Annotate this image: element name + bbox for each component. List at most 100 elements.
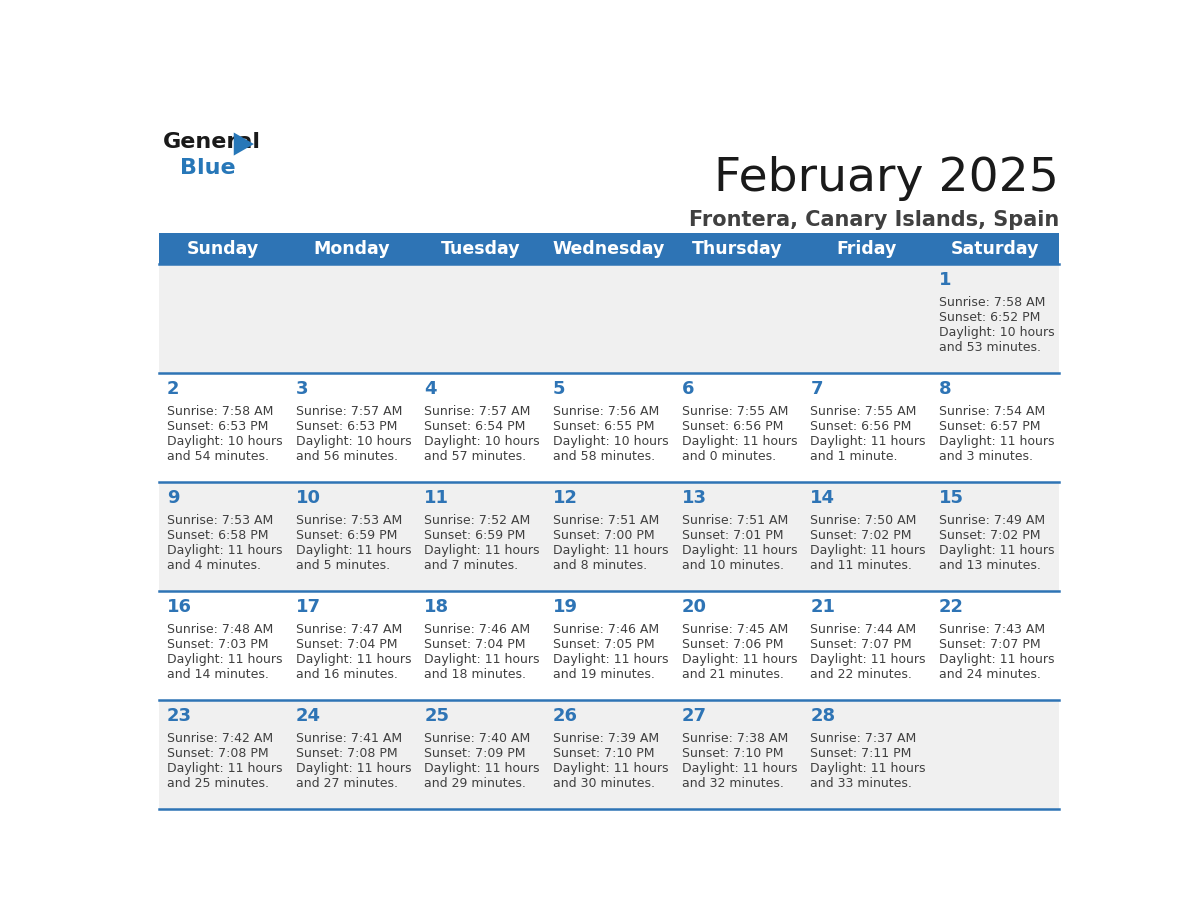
Text: Sunset: 7:00 PM: Sunset: 7:00 PM: [554, 529, 655, 542]
Text: 25: 25: [424, 707, 449, 725]
Text: Daylight: 11 hours: Daylight: 11 hours: [810, 435, 925, 448]
Text: Sunset: 7:08 PM: Sunset: 7:08 PM: [168, 747, 268, 760]
Text: 15: 15: [939, 489, 963, 507]
Text: Sunrise: 7:42 AM: Sunrise: 7:42 AM: [168, 732, 273, 744]
Text: and 24 minutes.: and 24 minutes.: [939, 668, 1041, 681]
Text: 17: 17: [296, 599, 321, 616]
Text: Daylight: 11 hours: Daylight: 11 hours: [939, 543, 1055, 557]
Text: Sunset: 7:02 PM: Sunset: 7:02 PM: [810, 529, 912, 542]
Text: Sunrise: 7:53 AM: Sunrise: 7:53 AM: [168, 514, 273, 527]
Bar: [158, 233, 1060, 264]
Text: Sunrise: 7:57 AM: Sunrise: 7:57 AM: [424, 405, 531, 418]
Text: and 19 minutes.: and 19 minutes.: [554, 668, 655, 681]
Text: Sunset: 7:10 PM: Sunset: 7:10 PM: [554, 747, 655, 760]
Text: Sunset: 6:59 PM: Sunset: 6:59 PM: [296, 529, 397, 542]
Text: 21: 21: [810, 599, 835, 616]
Text: Daylight: 11 hours: Daylight: 11 hours: [168, 653, 283, 666]
Text: Sunrise: 7:58 AM: Sunrise: 7:58 AM: [939, 296, 1045, 308]
Text: 9: 9: [168, 489, 179, 507]
Text: Sunrise: 7:37 AM: Sunrise: 7:37 AM: [810, 732, 917, 744]
Text: Daylight: 10 hours: Daylight: 10 hours: [554, 435, 669, 448]
Text: General: General: [163, 131, 260, 151]
Text: 11: 11: [424, 489, 449, 507]
Text: 28: 28: [810, 707, 835, 725]
Text: Daylight: 11 hours: Daylight: 11 hours: [939, 653, 1055, 666]
Text: 13: 13: [682, 489, 707, 507]
Text: Daylight: 10 hours: Daylight: 10 hours: [296, 435, 411, 448]
Text: 22: 22: [939, 599, 963, 616]
Text: Sunset: 6:53 PM: Sunset: 6:53 PM: [168, 420, 268, 432]
Text: and 10 minutes.: and 10 minutes.: [682, 559, 784, 572]
Text: Daylight: 11 hours: Daylight: 11 hours: [168, 543, 283, 557]
Text: Sunrise: 7:38 AM: Sunrise: 7:38 AM: [682, 732, 788, 744]
Text: Sunrise: 7:55 AM: Sunrise: 7:55 AM: [682, 405, 788, 418]
Text: Sunrise: 7:55 AM: Sunrise: 7:55 AM: [810, 405, 917, 418]
Text: February 2025: February 2025: [714, 156, 1060, 201]
Text: Sunrise: 7:50 AM: Sunrise: 7:50 AM: [810, 514, 917, 527]
Text: 7: 7: [810, 380, 823, 398]
Text: Sunrise: 7:45 AM: Sunrise: 7:45 AM: [682, 622, 788, 636]
Text: Friday: Friday: [836, 240, 896, 258]
Text: Sunrise: 7:39 AM: Sunrise: 7:39 AM: [554, 732, 659, 744]
Text: Monday: Monday: [314, 240, 390, 258]
Text: 27: 27: [682, 707, 707, 725]
Text: Sunrise: 7:48 AM: Sunrise: 7:48 AM: [168, 622, 273, 636]
Text: and 18 minutes.: and 18 minutes.: [424, 668, 526, 681]
Text: and 30 minutes.: and 30 minutes.: [554, 777, 655, 789]
Text: Sunset: 6:56 PM: Sunset: 6:56 PM: [682, 420, 783, 432]
Text: Daylight: 11 hours: Daylight: 11 hours: [810, 653, 925, 666]
Text: Daylight: 10 hours: Daylight: 10 hours: [939, 326, 1055, 339]
Text: Daylight: 11 hours: Daylight: 11 hours: [682, 435, 797, 448]
Text: Wednesday: Wednesday: [552, 240, 665, 258]
Text: Daylight: 11 hours: Daylight: 11 hours: [682, 762, 797, 775]
Text: 4: 4: [424, 380, 437, 398]
Text: 10: 10: [296, 489, 321, 507]
Text: 6: 6: [682, 380, 694, 398]
Text: 2: 2: [168, 380, 179, 398]
Bar: [158, 482, 1060, 591]
Text: and 27 minutes.: and 27 minutes.: [296, 777, 398, 789]
Text: Sunset: 7:07 PM: Sunset: 7:07 PM: [939, 638, 1041, 651]
Text: Daylight: 11 hours: Daylight: 11 hours: [424, 543, 539, 557]
Text: and 5 minutes.: and 5 minutes.: [296, 559, 390, 572]
Text: Daylight: 11 hours: Daylight: 11 hours: [296, 543, 411, 557]
Text: Daylight: 11 hours: Daylight: 11 hours: [296, 653, 411, 666]
Text: Sunrise: 7:46 AM: Sunrise: 7:46 AM: [424, 622, 531, 636]
Text: 23: 23: [168, 707, 192, 725]
Text: and 1 minute.: and 1 minute.: [810, 450, 898, 463]
Text: and 25 minutes.: and 25 minutes.: [168, 777, 270, 789]
Text: Sunrise: 7:41 AM: Sunrise: 7:41 AM: [296, 732, 402, 744]
Text: Daylight: 11 hours: Daylight: 11 hours: [682, 543, 797, 557]
Text: Sunset: 7:06 PM: Sunset: 7:06 PM: [682, 638, 783, 651]
Text: and 21 minutes.: and 21 minutes.: [682, 668, 784, 681]
Text: Sunset: 7:05 PM: Sunset: 7:05 PM: [554, 638, 655, 651]
Text: and 0 minutes.: and 0 minutes.: [682, 450, 776, 463]
Text: and 11 minutes.: and 11 minutes.: [810, 559, 912, 572]
Text: and 7 minutes.: and 7 minutes.: [424, 559, 518, 572]
Text: Sunset: 7:09 PM: Sunset: 7:09 PM: [424, 747, 526, 760]
Text: Daylight: 11 hours: Daylight: 11 hours: [554, 653, 669, 666]
Polygon shape: [234, 132, 254, 155]
Text: and 29 minutes.: and 29 minutes.: [424, 777, 526, 789]
Text: and 58 minutes.: and 58 minutes.: [554, 450, 655, 463]
Text: Daylight: 11 hours: Daylight: 11 hours: [682, 653, 797, 666]
Text: Sunday: Sunday: [187, 240, 259, 258]
Bar: [158, 264, 1060, 374]
Text: Daylight: 11 hours: Daylight: 11 hours: [168, 762, 283, 775]
Text: Thursday: Thursday: [693, 240, 783, 258]
Text: Daylight: 11 hours: Daylight: 11 hours: [296, 762, 411, 775]
Text: 18: 18: [424, 599, 449, 616]
Text: Sunset: 7:08 PM: Sunset: 7:08 PM: [296, 747, 397, 760]
Text: Sunrise: 7:51 AM: Sunrise: 7:51 AM: [682, 514, 788, 527]
Text: Sunrise: 7:46 AM: Sunrise: 7:46 AM: [554, 622, 659, 636]
Text: Sunset: 7:11 PM: Sunset: 7:11 PM: [810, 747, 911, 760]
Text: and 32 minutes.: and 32 minutes.: [682, 777, 784, 789]
Text: and 53 minutes.: and 53 minutes.: [939, 341, 1041, 353]
Text: Sunrise: 7:56 AM: Sunrise: 7:56 AM: [554, 405, 659, 418]
Text: 20: 20: [682, 599, 707, 616]
Text: Sunset: 6:59 PM: Sunset: 6:59 PM: [424, 529, 526, 542]
Text: 1: 1: [939, 271, 952, 289]
Text: and 16 minutes.: and 16 minutes.: [296, 668, 398, 681]
Text: Sunset: 6:56 PM: Sunset: 6:56 PM: [810, 420, 911, 432]
Text: 19: 19: [554, 599, 579, 616]
